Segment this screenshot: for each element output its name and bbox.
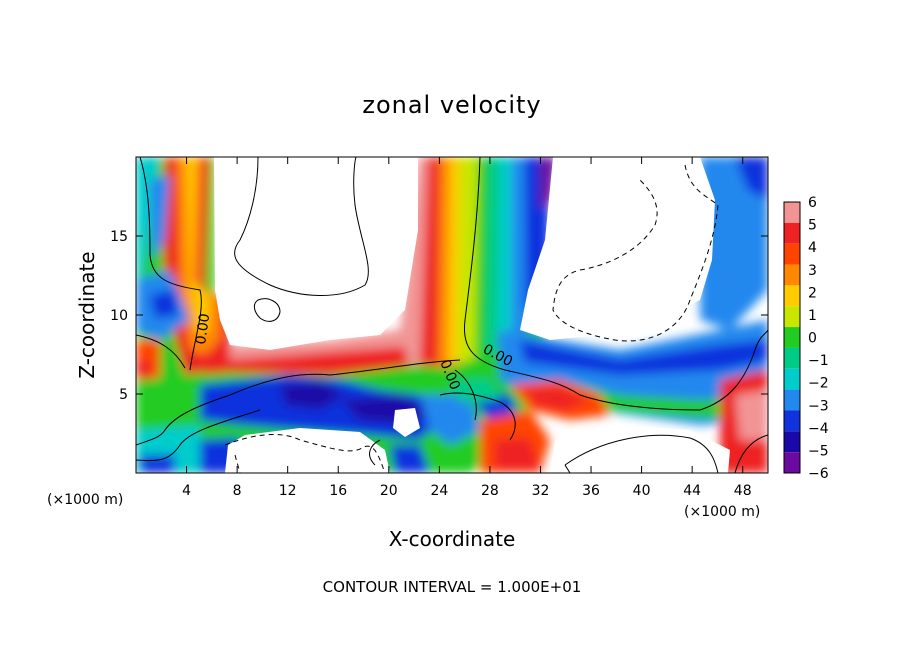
x-unit-right: (×1000 m) xyxy=(684,504,760,520)
x-tick-label: 28 xyxy=(481,483,499,499)
colorbar-label: 4 xyxy=(808,240,817,256)
x-tick-label: 36 xyxy=(582,483,600,499)
colorbar-swatch xyxy=(784,452,800,473)
contour-label: 0.00 xyxy=(193,312,213,345)
x-tick-label: 12 xyxy=(279,483,297,499)
colorbar-swatch xyxy=(784,243,800,265)
colorbar-label: −3 xyxy=(808,398,829,414)
colorbar-swatch xyxy=(784,431,800,453)
y-axis-label: Z-coordinate xyxy=(75,251,99,378)
colorbar-label: −1 xyxy=(808,353,829,369)
colorbar-swatch xyxy=(784,264,800,286)
x-tick-label: 16 xyxy=(329,483,347,499)
colorbar-swatch xyxy=(784,327,800,348)
contour-lines xyxy=(136,157,768,473)
colorbar-label: 5 xyxy=(808,218,817,234)
x-tick-label: 32 xyxy=(532,483,550,499)
colorbar-label: −2 xyxy=(808,376,829,392)
x-tick-label: 24 xyxy=(430,483,448,499)
colorbar-label: 3 xyxy=(808,263,817,279)
colorbar-swatch xyxy=(784,202,800,223)
colorbar-frame xyxy=(783,201,801,474)
colorbar-label: 2 xyxy=(808,285,817,301)
x-tick-label: 8 xyxy=(233,483,242,499)
chart-title: zonal velocity xyxy=(362,91,541,119)
colorbar-label: −5 xyxy=(808,443,829,459)
x-unit-left: (×1000 m) xyxy=(47,492,123,508)
y-axis: 5 10 15 xyxy=(110,229,768,403)
colorbar-label: 1 xyxy=(808,308,817,324)
colorbar-label: 6 xyxy=(808,195,817,211)
colorbar-label: −4 xyxy=(808,421,829,437)
negative-contours xyxy=(224,164,719,473)
colorbar-swatch xyxy=(784,368,800,390)
y-tick-label: 10 xyxy=(110,308,128,324)
x-tick-label: 44 xyxy=(683,483,701,499)
x-tick-label: 20 xyxy=(380,483,398,499)
colorbar-swatch xyxy=(784,389,800,411)
colorbar-swatch xyxy=(784,222,800,244)
velocity-field: 0.00 0.00 0.00 xyxy=(136,157,768,473)
x-tick-label: 4 xyxy=(182,483,191,499)
x-axis: 4 8 12 16 20 24 28 32 36 40 44 48 xyxy=(182,157,752,499)
contour-interval-note: CONTOUR INTERVAL = 1.000E+01 xyxy=(323,578,582,596)
colorbar-swatch xyxy=(784,410,800,432)
colorbar-label: 0 xyxy=(808,331,817,347)
colorbar: 6 5 4 3 2 1 0 −1 −2 −3 −4 −5 −6 xyxy=(783,195,829,482)
colorbar-label: −6 xyxy=(808,466,829,482)
y-tick-label: 15 xyxy=(110,229,128,245)
x-tick-label: 48 xyxy=(734,483,752,499)
colorbar-swatch xyxy=(784,347,800,369)
colorbar-swatch xyxy=(784,285,800,307)
y-tick-label: 5 xyxy=(119,387,128,403)
colorbar-swatch xyxy=(784,306,800,328)
x-axis-label: X-coordinate xyxy=(389,527,516,551)
x-tick-label: 40 xyxy=(633,483,651,499)
